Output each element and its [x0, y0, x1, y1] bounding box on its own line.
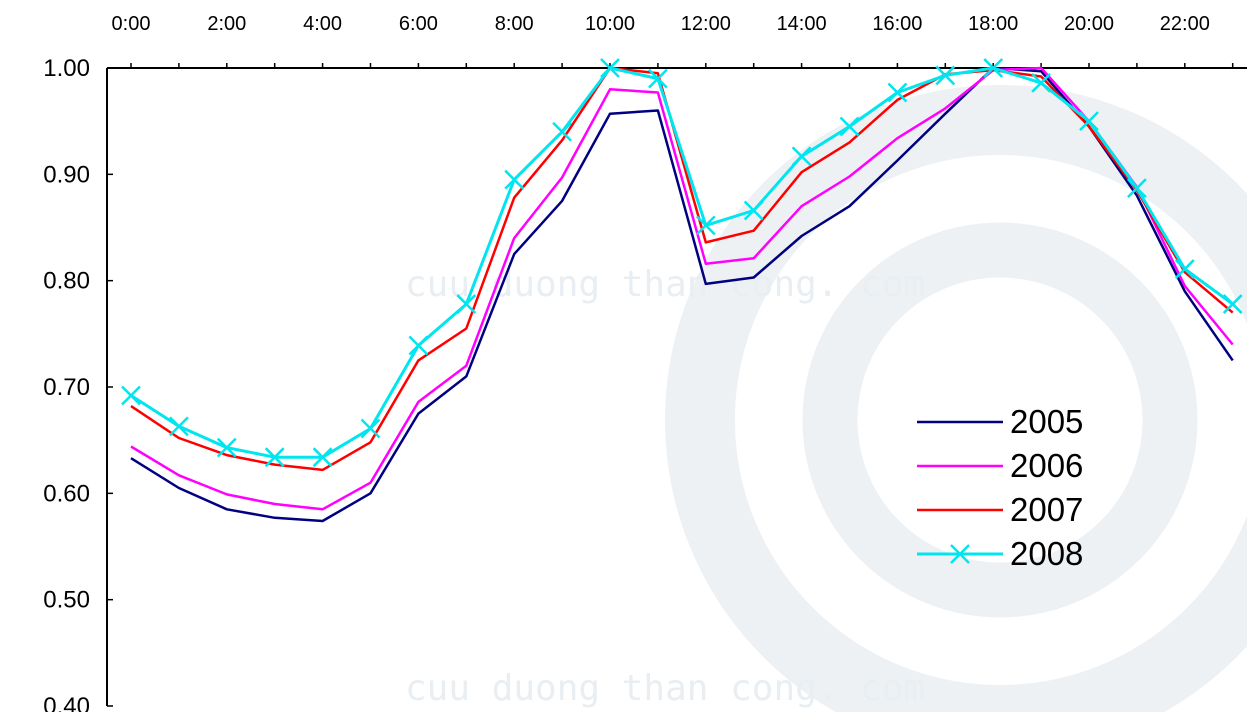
point-marker-stroke — [887, 82, 908, 103]
legend-label: 2008 — [1010, 535, 1083, 572]
series-point-2008 — [839, 116, 860, 137]
point-marker-stroke — [312, 447, 333, 468]
x-tick-label: 12:00 — [681, 13, 731, 35]
x-tick-label: 2:00 — [207, 13, 246, 35]
x-tick-label: 8:00 — [495, 13, 534, 35]
watermark-ring-inner — [802, 222, 1198, 618]
legend-entry-2006: 2006 — [917, 447, 1083, 484]
series-point-2008 — [1222, 294, 1243, 314]
point-marker-stroke — [216, 437, 237, 458]
series-point-2008 — [1174, 259, 1195, 279]
series-point-2008 — [504, 169, 525, 190]
y-tick-label: 0.50 — [43, 587, 90, 614]
legend-entry-2007: 2007 — [917, 491, 1083, 528]
series-point-2008 — [1031, 73, 1051, 93]
series-point-2008 — [169, 416, 189, 437]
y-tick-label: 0.90 — [43, 161, 90, 188]
point-marker-stroke — [121, 385, 141, 406]
y-tick-label: 0.60 — [43, 480, 90, 507]
x-tick-label: 18:00 — [968, 13, 1018, 35]
x-tick-label: 14:00 — [777, 13, 827, 35]
series-point-2008 — [552, 121, 572, 142]
point-marker-stroke — [456, 294, 477, 314]
series-point-2008 — [743, 200, 764, 221]
series-point-2008 — [935, 65, 956, 86]
point-marker-stroke — [1079, 111, 1099, 132]
point-marker-stroke — [600, 58, 620, 78]
series-point-2008 — [456, 294, 477, 314]
legend-entry-2008: 2008 — [917, 535, 1083, 572]
series-point-2008 — [695, 215, 716, 236]
series-lines — [121, 58, 1243, 523]
x-tick-label: 22:00 — [1160, 13, 1210, 35]
point-marker-stroke — [648, 68, 668, 89]
axes: 0:00 2:00 4:00 6:00 8:00 10:00 12:00 14:00 16:00… — [43, 13, 1247, 712]
series-point-2008 — [121, 385, 141, 406]
point-marker-stroke — [1222, 294, 1243, 314]
series-line-2006 — [130, 66, 1234, 511]
series-point-2008 — [648, 68, 668, 89]
watermark-ring-outer — [665, 85, 1247, 712]
point-marker-stroke — [839, 116, 860, 137]
y-tick-label: 0.80 — [43, 268, 90, 295]
series-point-2008 — [216, 437, 237, 458]
series-point-2008 — [887, 82, 908, 103]
point-marker-stroke — [552, 121, 572, 142]
watermark-text-lower: cuu duong than cong. com — [405, 668, 925, 709]
point-marker-stroke — [169, 416, 189, 437]
point-marker-stroke — [1174, 259, 1195, 279]
point-marker-stroke — [408, 335, 429, 356]
x-tick-label: 6:00 — [399, 13, 438, 35]
y-tick-label: 0.70 — [43, 374, 90, 401]
point-marker-stroke — [264, 447, 285, 468]
y-tick-label: 0.40 — [43, 693, 90, 712]
x-tick-label: 10:00 — [585, 13, 635, 35]
y-tick-label: 1.00 — [43, 55, 90, 82]
point-marker-stroke — [1031, 73, 1051, 93]
series-point-2008 — [600, 58, 620, 78]
legend-entry-2005: 2005 — [917, 403, 1083, 440]
watermark: cuu duong than cong. com cuu duong than … — [405, 85, 1247, 712]
legend: 2005 2006 2007 2008 — [917, 403, 1083, 572]
point-marker-stroke — [935, 65, 956, 86]
point-marker-stroke — [504, 169, 525, 190]
x-tick-label: 0:00 — [112, 13, 151, 35]
series-point-2008 — [408, 335, 429, 356]
series-point-2008 — [791, 146, 812, 167]
legend-label: 2005 — [1010, 403, 1083, 440]
point-marker-stroke — [983, 58, 1004, 78]
point-marker-stroke — [360, 418, 381, 439]
legend-label: 2007 — [1010, 491, 1083, 528]
series-point-2008 — [983, 58, 1004, 78]
point-marker-stroke — [695, 215, 716, 236]
series-line-2007 — [130, 66, 1234, 472]
x-tick-label: 20:00 — [1064, 13, 1114, 35]
point-marker-stroke — [791, 146, 812, 167]
series-point-2008 — [360, 418, 381, 439]
legend-marker-stroke — [950, 544, 970, 564]
series-point-2008 — [312, 447, 333, 468]
point-marker-stroke — [743, 200, 764, 221]
series-line-2005 — [130, 66, 1234, 523]
x-tick-label: 16:00 — [872, 13, 922, 35]
point-marker-stroke — [1127, 178, 1147, 199]
series-point-2008 — [1127, 178, 1147, 199]
series-point-2008 — [1079, 111, 1099, 132]
x-tick-label: 4:00 — [303, 13, 342, 35]
legend-label: 2006 — [1010, 447, 1083, 484]
series-point-2008 — [264, 447, 285, 468]
